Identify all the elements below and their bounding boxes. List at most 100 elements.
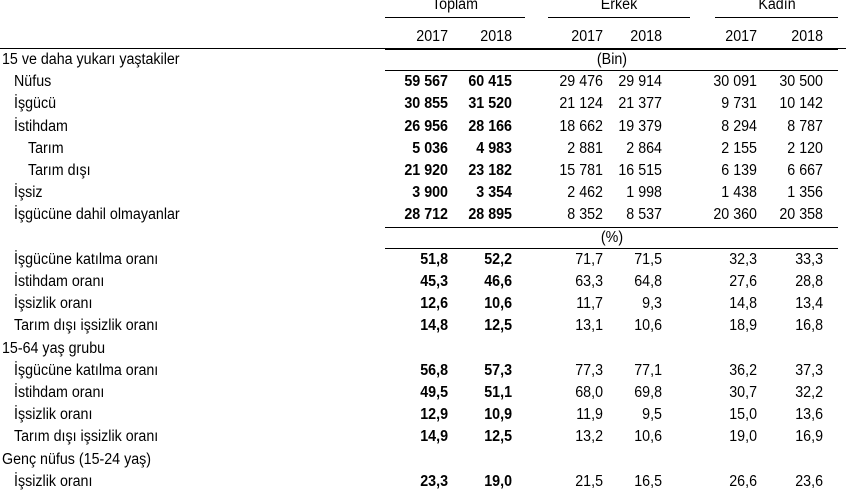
table-cell: 23,3 [420,472,448,490]
table-cell: 10,6 [634,317,662,335]
year-header: 2018 [480,28,512,45]
table-cell: 12,9 [420,406,448,424]
table-cell: 13,6 [795,406,823,424]
group-header: Toplam [432,0,478,13]
table-cell: 11,7 [576,295,603,313]
unit-note-rule [385,247,838,249]
table-cell: 57,3 [484,361,512,379]
table-cell: 13,2 [575,428,603,446]
table-cell: 26,6 [729,472,757,490]
table-cell: 14,8 [729,295,757,313]
table-cell: 2 864 [626,139,662,157]
table-cell: 46,6 [484,273,512,290]
table-cell: 16,8 [795,317,823,335]
table-cell: 21 377 [618,95,662,113]
table-cell: 36,2 [729,361,757,379]
table-cell: 69,8 [634,384,662,401]
section-heading: 15-64 yaş grubu [2,339,106,357]
unit-note-rule [385,49,838,50]
table-cell: 9,3 [642,295,662,313]
table-cell: 71,5 [634,250,662,268]
table-cell: 45,3 [420,273,448,290]
table-cell: 21,5 [575,472,603,490]
table-cell: 8 352 [567,206,603,224]
table-cell: 60 415 [468,73,512,91]
table-cell: 13,4 [795,295,823,313]
group-header-rule [715,17,838,18]
group-header: Erkek [600,0,638,13]
row-label: Tarım dışı işsizlik oranı [14,317,159,335]
unit-note-rule [385,226,838,228]
table-cell: 49,5 [420,384,448,401]
table-cell: 6 667 [787,162,823,179]
row-label: İşgücüne dahil olmayanlar [14,206,180,224]
table-cell: 56,8 [420,361,448,379]
table-cell: 10,6 [634,428,662,446]
table-cell: 2 462 [567,184,603,202]
table-cell: 19,0 [729,428,757,446]
table-cell: 32,3 [729,250,757,268]
table-cell: 9,5 [642,406,662,424]
table-cell: 1 356 [787,184,823,202]
header-bottom-rule [0,48,846,49]
table-cell: 10,6 [484,295,512,313]
table-cell: 16,5 [634,472,662,490]
table-cell: 12,5 [484,317,512,335]
table-cell: 71,7 [575,250,603,268]
row-label: İstihdam oranı [14,384,105,401]
table-cell: 23 182 [468,162,512,179]
row-label: İşgücüne katılma oranı [14,361,159,379]
table-cell: 16,9 [795,428,823,446]
row-label: Tarım [28,139,64,157]
table-cell: 4 983 [476,139,512,157]
table-cell: 6 139 [721,162,757,179]
table-cell: 10 142 [779,95,823,113]
table-cell: 14,8 [420,317,448,335]
labour-force-table: Toplam Erkek Kadın 2017 2018 2017 2018 2017 2018… [0,0,846,490]
table-cell: 18 662 [559,117,603,135]
table-cell: 30 855 [404,95,448,113]
table-cell: 31 520 [468,95,512,113]
table-cell: 19 379 [618,117,662,135]
section-heading: 15 ve daha yukarı yaştakiler [2,51,180,68]
table-cell: 63,3 [575,273,603,290]
table-cell: 11,9 [576,406,603,424]
table-cell: 8 787 [787,117,823,135]
table-cell: 51,1 [484,384,512,401]
table-cell: 77,3 [575,361,603,379]
table-cell: 16 515 [618,162,662,179]
row-label: İşgücü [14,95,57,113]
unit-note-rule [385,70,838,71]
row-label: İşsizlik oranı [14,295,93,313]
row-label: Tarım dışı [28,162,91,179]
table-cell: 29 914 [618,73,662,91]
table-cell: 23,6 [795,472,823,490]
table-cell: 9 731 [721,95,757,113]
table-cell: 12,5 [484,428,512,446]
table-cell: 64,8 [634,273,662,290]
table-cell: 28 166 [468,117,512,135]
group-header-rule [548,17,690,18]
table-cell: 33,3 [795,250,823,268]
table-cell: 51,8 [420,250,448,268]
group-header: Kadın [757,0,796,13]
table-cell: 29 476 [559,73,603,91]
row-label: İşgücüne katılma oranı [14,250,159,268]
table-cell: 28,8 [795,273,823,290]
table-cell: 52,2 [484,250,512,268]
year-header: 2017 [571,28,603,45]
table-cell: 8 537 [626,206,662,224]
table-cell: 32,2 [795,384,823,401]
table-cell: 28 895 [468,206,512,224]
row-label: İşsizlik oranı [14,406,93,424]
table-cell: 13,1 [575,317,603,335]
table-cell: 30 091 [713,73,757,91]
table-cell: 28 712 [404,206,448,224]
row-label: Nüfus [14,73,52,91]
table-cell: 10,9 [484,406,512,424]
year-header: 2017 [725,28,757,45]
table-cell: 15 781 [559,162,603,179]
row-label: İstihdam oranı [14,273,105,290]
table-cell: 21 124 [559,95,603,113]
table-cell: 77,1 [634,361,662,379]
